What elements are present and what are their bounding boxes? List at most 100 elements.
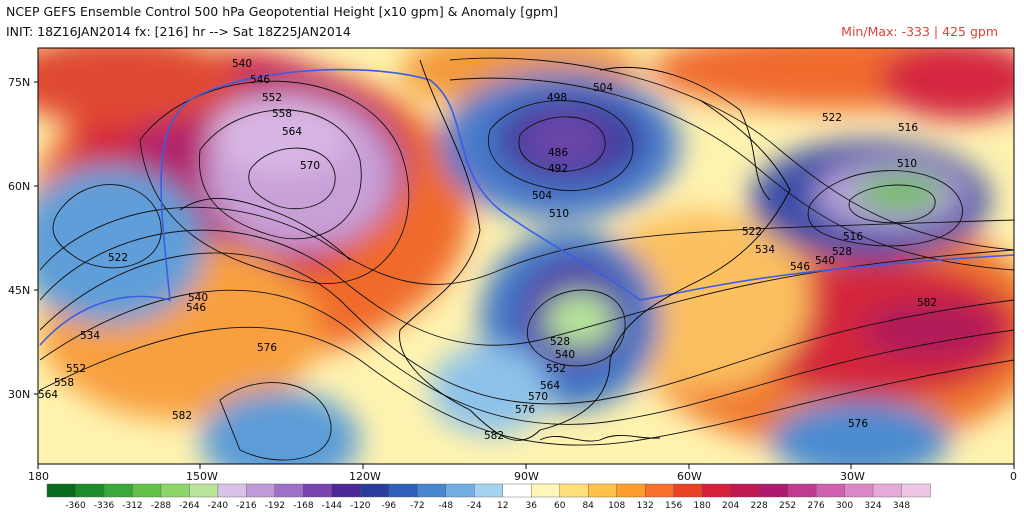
contour-label: 540 xyxy=(188,292,208,304)
min-max-readout: Min/Max: -333 | 425 gpm xyxy=(841,24,998,39)
colorbar-swatch xyxy=(445,483,475,498)
colorbar-swatch xyxy=(132,483,162,498)
colorbar-swatch xyxy=(673,483,703,498)
colorbar-swatch xyxy=(46,483,77,498)
contour-label: 558 xyxy=(272,108,292,120)
colorbar-label: 252 xyxy=(779,501,796,511)
colorbar-label: -336 xyxy=(94,501,115,511)
contour-label: 540 xyxy=(555,349,575,361)
colorbar-swatch xyxy=(217,483,248,498)
colorbar-label: -192 xyxy=(265,501,285,511)
colorbar-label: -48 xyxy=(438,501,453,511)
colorbar-label: -360 xyxy=(65,501,86,511)
lat-label: 45N xyxy=(8,284,30,297)
contour-label: 564 xyxy=(282,126,302,138)
colorbar-label: -96 xyxy=(381,501,396,511)
contour-label: 540 xyxy=(232,58,252,70)
colorbar-swatch xyxy=(75,483,105,498)
contour-label: 510 xyxy=(897,158,917,170)
contour-label: 492 xyxy=(548,163,568,175)
longitude-labels: 180 150W 120W 90W 60W 30W 0 xyxy=(28,470,1017,483)
colorbar-label: 324 xyxy=(864,501,881,511)
colorbar-label: -288 xyxy=(151,501,172,511)
colorbar-label: -144 xyxy=(322,501,343,511)
contour-label: 552 xyxy=(262,92,282,104)
contour-labels: 540 546 552 558 564 570 504 498 486 492 … xyxy=(38,58,937,442)
contour-label: 546 xyxy=(790,261,810,273)
contour-label: 528 xyxy=(550,336,570,348)
contour-label: 564 xyxy=(540,380,560,392)
colorbar-label: 84 xyxy=(582,501,594,511)
latitude-labels: 75N 60N 45N 30N xyxy=(8,76,30,401)
colorbar-swatch xyxy=(701,483,732,498)
colorbar-label: -240 xyxy=(208,501,229,511)
lon-label: 150W xyxy=(186,470,218,483)
colorbar-swatch xyxy=(844,483,874,498)
contour-label: 516 xyxy=(898,122,918,134)
colorbar-swatch xyxy=(189,483,219,498)
colorbar-swatch xyxy=(559,483,589,498)
lat-label: 60N xyxy=(8,180,30,193)
colorbar-swatch xyxy=(388,483,418,498)
colorbar-label: -24 xyxy=(467,501,482,511)
init-line: INIT: 18Z16JAN2014 fx: [216] hr --> Sat … xyxy=(6,24,351,39)
lon-label: 60W xyxy=(677,470,702,483)
colorbar-label: 204 xyxy=(722,501,739,511)
contour-label: 534 xyxy=(80,330,100,342)
colorbar-label: 12 xyxy=(497,501,508,511)
colorbar-swatch xyxy=(160,483,191,498)
colorbar-label: 60 xyxy=(554,501,566,511)
colorbar-label: 180 xyxy=(694,501,711,511)
lat-label: 30N xyxy=(8,388,30,401)
colorbar-swatch xyxy=(103,483,134,498)
contour-label: 546 xyxy=(250,74,270,86)
contour-label: 582 xyxy=(917,297,937,309)
colorbar-label: -168 xyxy=(293,501,314,511)
colorbar-swatch xyxy=(587,483,618,498)
contour-label: 522 xyxy=(108,252,128,264)
colorbar-swatch xyxy=(331,483,362,498)
colorbar-label: 156 xyxy=(665,501,682,511)
contour-label: 516 xyxy=(843,231,863,243)
lat-label: 75N xyxy=(8,76,30,89)
contour-label: 552 xyxy=(66,363,86,375)
colorbar-swatch xyxy=(730,483,760,498)
colorbar-swatch xyxy=(303,483,333,498)
lon-label: 180 xyxy=(28,470,49,483)
lon-label: 120W xyxy=(349,470,381,483)
colorbar-label: -312 xyxy=(122,501,142,511)
lon-label: 90W xyxy=(514,470,539,483)
colorbar-label: 132 xyxy=(637,501,654,511)
colorbar-swatch xyxy=(417,483,447,498)
contour-label: 486 xyxy=(548,147,568,159)
colorbar-swatch xyxy=(901,483,931,498)
colorbar-label: -264 xyxy=(179,501,200,511)
contour-label: 576 xyxy=(257,342,277,354)
contour-label: 522 xyxy=(822,112,842,124)
color-bar: -360 -336 -312 -288 -264 -240 -216 -192 -168 -144… xyxy=(46,483,931,511)
colorbar-label: -216 xyxy=(236,501,257,511)
contour-label: 504 xyxy=(532,190,552,202)
contour-label: 534 xyxy=(755,244,775,256)
contour-label: 582 xyxy=(172,410,192,422)
colorbar-swatch xyxy=(644,483,675,498)
contour-label: 564 xyxy=(38,389,58,401)
contour-label: 546 xyxy=(186,302,206,314)
colorbar-swatch xyxy=(815,483,846,498)
colorbar-label: 108 xyxy=(608,501,625,511)
colorbar-label: 36 xyxy=(526,501,538,511)
colorbar-swatch xyxy=(246,483,276,498)
contour-label: 570 xyxy=(528,391,548,403)
lon-label: 0 xyxy=(1010,470,1017,483)
colorbar-label: 276 xyxy=(807,501,824,511)
contour-label: 570 xyxy=(300,160,320,172)
colorbar-swatch xyxy=(474,483,504,498)
contour-label: 522 xyxy=(742,226,762,238)
contour-label: 552 xyxy=(546,363,566,375)
contour-label: 528 xyxy=(832,246,852,258)
contour-label: 510 xyxy=(549,208,569,220)
contour-label: 582 xyxy=(484,430,504,442)
colorbar-swatch xyxy=(531,483,561,498)
lon-label: 30W xyxy=(840,470,865,483)
